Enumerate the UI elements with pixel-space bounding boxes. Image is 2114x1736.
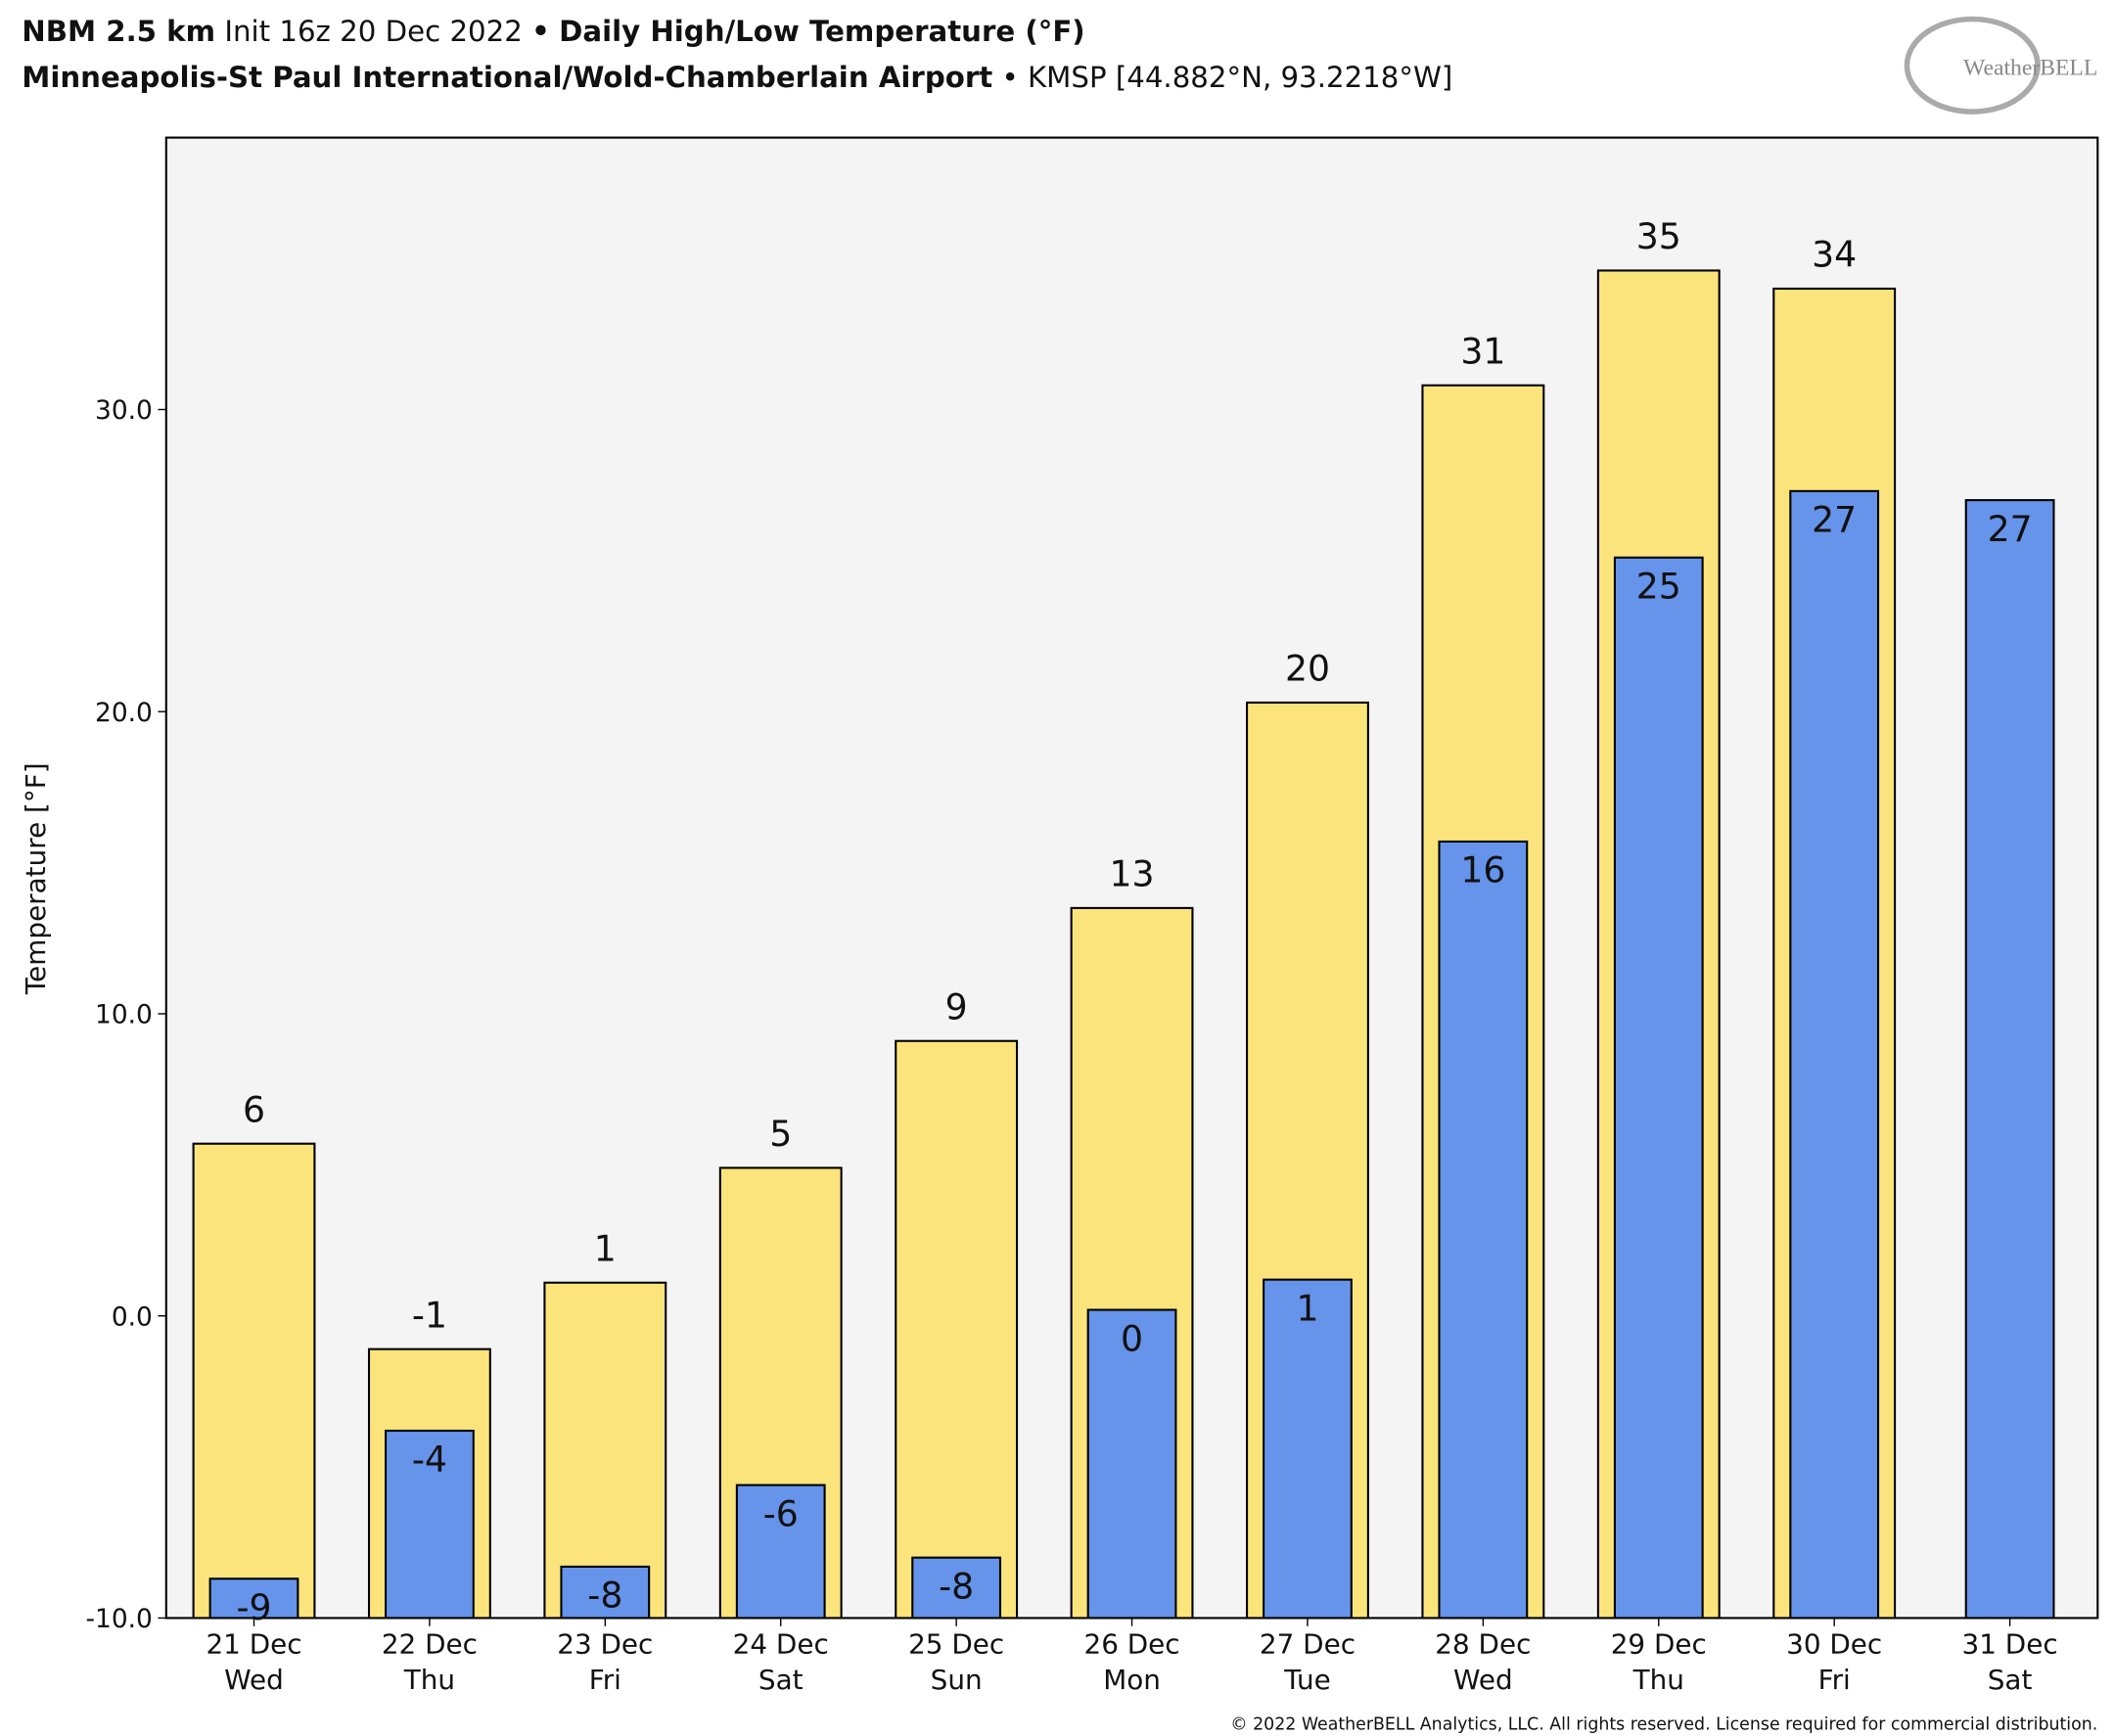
x-tick-sublabel: Sat	[758, 1664, 804, 1696]
value-label: 25	[1636, 566, 1681, 608]
low-bar	[385, 1429, 475, 1620]
y-tick-label: 20.0	[95, 698, 153, 728]
x-tick-label: 28 Dec	[1435, 1628, 1531, 1661]
logo-swirl	[1904, 16, 2041, 114]
value-label: 20	[1285, 648, 1330, 690]
x-tick-sublabel: Tue	[1283, 1664, 1331, 1696]
low-bar	[1438, 840, 1529, 1620]
value-label: 34	[1812, 234, 1857, 276]
x-tick-sublabel: Sun	[931, 1664, 983, 1696]
low-bar	[1086, 1308, 1177, 1620]
station-info: • KMSP [44.882°N, 93.2218°W]	[1002, 61, 1453, 94]
value-label: 16	[1460, 849, 1505, 891]
x-tick-label: 24 Dec	[733, 1628, 829, 1661]
value-label: -9	[236, 1586, 271, 1628]
title-line-2: Minneapolis-St Paul International/Wold-C…	[22, 61, 1452, 94]
x-tick-label: 22 Dec	[382, 1628, 478, 1661]
station: Minneapolis-St Paul International/Wold-C…	[22, 61, 992, 94]
value-label: -8	[939, 1565, 974, 1607]
x-tick-sublabel: Wed	[1453, 1664, 1513, 1696]
value-label: 1	[594, 1227, 617, 1269]
value-label: -8	[587, 1575, 622, 1617]
x-tick-sublabel: Mon	[1103, 1664, 1161, 1696]
y-axis-label: Temperature [°F]	[20, 762, 52, 995]
x-tick-label: 23 Dec	[557, 1628, 653, 1661]
x-tick-label: 30 Dec	[1786, 1628, 1882, 1661]
low-bar	[1263, 1278, 1353, 1620]
low-bar	[735, 1484, 826, 1620]
y-tick-label: -10.0	[85, 1604, 152, 1634]
y-tick-label: 0.0	[112, 1302, 153, 1332]
high-bar	[895, 1039, 1019, 1620]
x-tick-label: 29 Dec	[1611, 1628, 1707, 1661]
x-tick-sublabel: Fri	[1818, 1664, 1851, 1696]
y-tick-label: 10.0	[95, 1000, 153, 1030]
x-tick-label: 27 Dec	[1260, 1628, 1356, 1661]
value-label: -6	[763, 1492, 799, 1534]
y-tick-label: 30.0	[95, 395, 153, 426]
init: Init 16z 20 Dec 2022	[224, 15, 522, 48]
high-bar	[192, 1142, 316, 1620]
copyright: © 2022 WeatherBELL Analytics, LLC. All r…	[1230, 1715, 2097, 1735]
model: NBM 2.5 km	[22, 15, 215, 48]
value-label: 9	[945, 985, 968, 1028]
x-tick-sublabel: Fri	[589, 1664, 621, 1696]
value-label: 27	[1812, 499, 1857, 541]
value-label: 5	[769, 1113, 792, 1155]
low-bar	[1789, 489, 1880, 1620]
low-bar	[1964, 499, 2055, 1620]
low-bar	[911, 1556, 1002, 1620]
value-label: 6	[243, 1088, 265, 1130]
x-tick-label: 26 Dec	[1083, 1628, 1179, 1661]
value-label: 13	[1110, 853, 1155, 895]
separator: •	[531, 15, 550, 48]
value-label: 1	[1296, 1287, 1318, 1329]
value-label: -4	[412, 1439, 447, 1481]
x-tick-sublabel: Thu	[403, 1664, 455, 1696]
value-label: 27	[1988, 508, 2033, 550]
logo: WeatherBELL	[1963, 56, 2097, 81]
low-bar	[208, 1577, 299, 1620]
value-label: -1	[412, 1294, 447, 1336]
x-tick-label: 21 Dec	[206, 1628, 301, 1661]
value-label: 35	[1636, 215, 1681, 257]
value-label: 31	[1460, 331, 1505, 373]
x-tick-label: 25 Dec	[908, 1628, 1004, 1661]
value-label: 0	[1121, 1317, 1143, 1359]
x-tick-sublabel: Thu	[1632, 1664, 1684, 1696]
product: Daily High/Low Temperature (°F)	[559, 15, 1085, 48]
low-bar	[560, 1565, 651, 1620]
x-tick-sublabel: Sat	[1988, 1664, 2033, 1696]
low-bar	[1613, 556, 1704, 1620]
title-line-1: NBM 2.5 km Init 16z 20 Dec 2022 • Daily …	[22, 15, 1084, 48]
x-tick-sublabel: Wed	[224, 1664, 284, 1696]
x-tick-label: 31 Dec	[1962, 1628, 2058, 1661]
